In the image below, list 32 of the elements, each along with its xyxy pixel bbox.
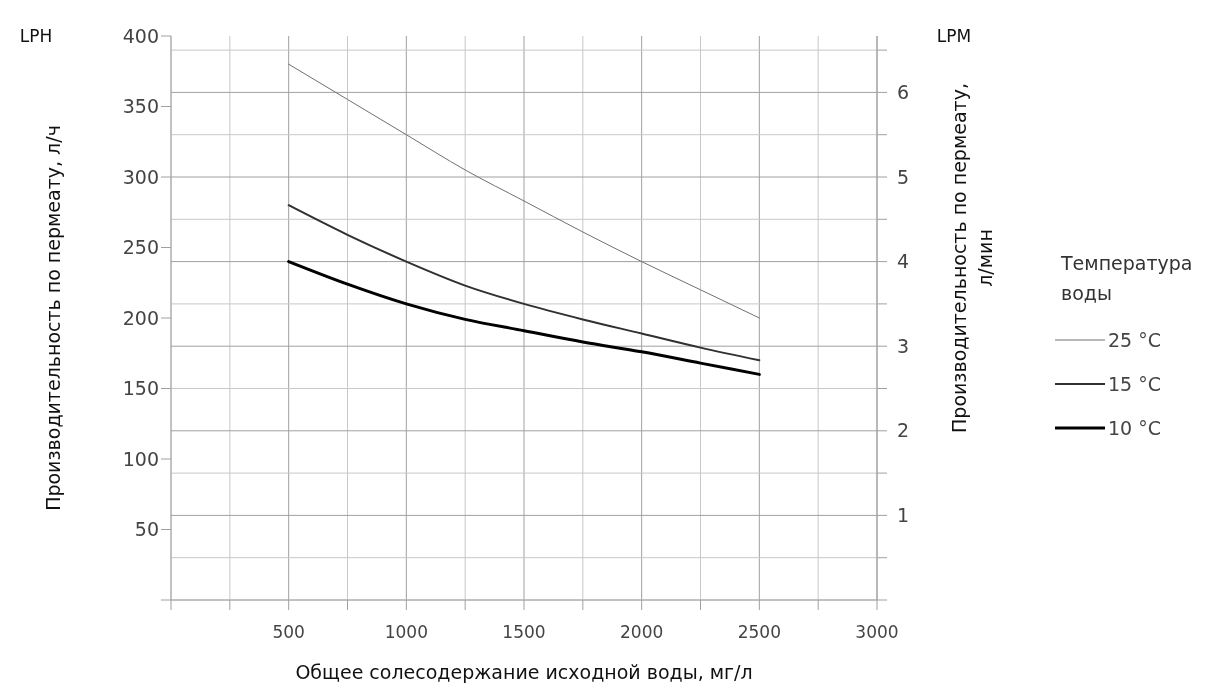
x-axis-title: Общее солесодержание исходной воды, мг/л [295, 661, 753, 683]
legend-title: Температура воды [1060, 252, 1193, 304]
y-tick-label: 100 [122, 447, 159, 470]
y2-tick-label: 5 [896, 165, 910, 188]
x-tick-label: 3000 [855, 622, 899, 642]
y-tick-label: 300 [122, 165, 159, 188]
y-tick-label: 250 [122, 236, 159, 259]
y2-tick-label: 4 [896, 250, 910, 273]
legend-label: 10 °C [1108, 416, 1161, 439]
y2-tick-label: 1 [896, 504, 910, 527]
y-tick-label: 200 [122, 306, 159, 329]
y-tick-label: 150 [122, 377, 159, 400]
y2-tick-label: 6 [896, 81, 910, 104]
line-series [287, 204, 761, 362]
legend-label: 25 °C [1108, 328, 1161, 351]
y-tick-label: 350 [122, 95, 159, 118]
x-tick-label: 1000 [384, 622, 428, 642]
text: LPM [936, 26, 972, 46]
y-tick-label: 400 [122, 24, 159, 47]
y2-tick-label: 2 [896, 419, 910, 442]
x-tick-label: 2000 [620, 622, 664, 642]
x-tick-label: 2500 [737, 622, 781, 642]
y-axis-title: Производительность по пермеату, л/ч [42, 125, 64, 511]
text: LPH [19, 26, 53, 46]
y2-axis-title: Производительность по пермеату, л/мин [948, 83, 996, 433]
x-tick-label: 1500 [502, 622, 546, 642]
line-series [288, 63, 760, 319]
legend-label: 15 °C [1108, 372, 1161, 395]
y2-tick-label: 3 [896, 334, 910, 357]
x-tick-label: 500 [272, 622, 305, 642]
y-tick-label: 50 [134, 518, 159, 541]
line-series [287, 260, 761, 376]
